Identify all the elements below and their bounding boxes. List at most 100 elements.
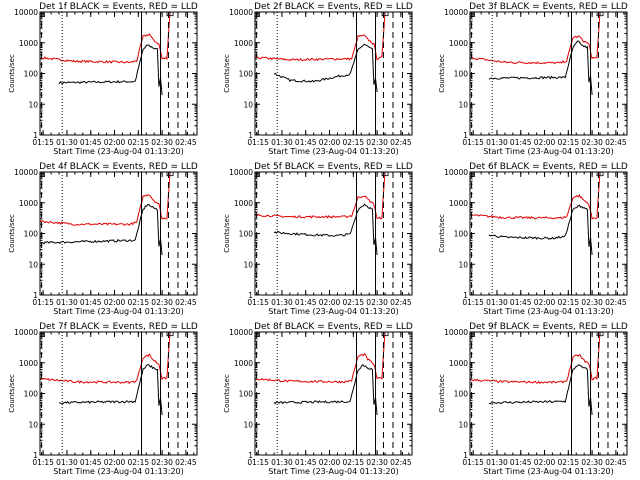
y-axis-label: Counts/sec (438, 54, 446, 93)
x-axis-label: Start Time (23-Aug-04 01:13:20) (268, 147, 399, 156)
x-tick-label: 01:45 (80, 458, 102, 467)
x-tick-label: 02:30 (366, 298, 388, 307)
y-tick-label: 1 (463, 131, 468, 140)
x-tick-label: 02:30 (151, 458, 173, 467)
x-tick-label: 02:15 (128, 298, 150, 307)
y-tick-label: 1 (33, 451, 38, 460)
events-series-line (273, 363, 378, 416)
x-tick-label: 02:00 (534, 298, 556, 307)
panel-3: Det 3f BLACK = Events, RED = LLD 1 10 100 10… (438, 2, 628, 156)
x-tick-label: 01:45 (80, 138, 102, 147)
y-axis-label: Counts/sec (223, 54, 231, 93)
x-axis-label: Start Time (23-Aug-04 01:13:20) (483, 307, 614, 316)
panel-7: Det 7f BLACK = Events, RED = LLD 1 10 100 10… (8, 322, 198, 476)
y-tick-label: 1000 (19, 359, 38, 368)
plot-area (255, 332, 403, 455)
panel-title: Det 8f BLACK = Events, RED = LLD (254, 322, 413, 332)
x-tick-label: 02:30 (366, 458, 388, 467)
x-tick-label: 01:45 (510, 458, 532, 467)
x-tick-label: 02:15 (558, 138, 580, 147)
x-tick-label: 01:30 (486, 298, 508, 307)
panel-4: Det 4f BLACK = Events, RED = LLD 1 10 100 10… (8, 162, 198, 316)
x-tick-label: 01:30 (271, 298, 293, 307)
y-axis-label: Counts/sec (8, 214, 16, 253)
x-tick-label: 02:45 (605, 458, 627, 467)
square-marker (166, 172, 174, 177)
panel-title: Det 9f BLACK = Events, RED = LLD (469, 322, 628, 332)
events-series-line (273, 43, 378, 93)
y-tick-label: 1 (248, 131, 253, 140)
y-tick-label: 100 (454, 70, 469, 79)
y-tick-label: 1000 (234, 39, 253, 48)
y-axis-label: Counts/sec (223, 214, 231, 253)
x-axis-label: Start Time (23-Aug-04 01:13:20) (483, 147, 614, 156)
panel-title: Det 2f BLACK = Events, RED = LLD (254, 2, 413, 12)
x-tick-label: 01:45 (510, 298, 532, 307)
y-tick-label: 10 (458, 100, 468, 109)
y-axis-label: Counts/sec (438, 214, 446, 253)
plot-area (40, 12, 188, 135)
y-axis-label: Counts/sec (8, 374, 16, 413)
x-tick-label: 02:45 (175, 138, 197, 147)
events-series-line (488, 40, 593, 96)
x-axis-label: Start Time (23-Aug-04 01:13:20) (483, 467, 614, 476)
lld-series-line (470, 12, 601, 65)
x-tick-label: 02:00 (104, 138, 126, 147)
y-tick-label: 10000 (444, 328, 468, 337)
x-axis-label: Start Time (23-Aug-04 01:13:20) (53, 147, 184, 156)
y-tick-label: 10000 (229, 168, 253, 177)
plot-frame (254, 331, 413, 456)
x-tick-label: 02:30 (151, 138, 173, 147)
y-tick-label: 10 (28, 420, 38, 429)
panel-title: Det 5f BLACK = Events, RED = LLD (254, 162, 413, 172)
y-tick-label: 100 (239, 70, 254, 79)
plot-frame (254, 171, 413, 296)
panel-5: Det 5f BLACK = Events, RED = LLD 1 10 100 10… (223, 162, 413, 316)
x-tick-label: 01:30 (486, 138, 508, 147)
y-axis-label: Counts/sec (8, 54, 16, 93)
plot-frame (39, 11, 198, 136)
lld-series-line (470, 172, 601, 220)
x-tick-label: 02:15 (128, 458, 150, 467)
x-axis-label: Start Time (23-Aug-04 01:13:20) (268, 307, 399, 316)
square-marker (596, 332, 604, 337)
y-tick-label: 100 (24, 390, 39, 399)
x-tick-label: 01:15 (247, 138, 269, 147)
plot-area (40, 172, 188, 295)
plot-area (470, 332, 618, 455)
x-tick-label: 02:30 (581, 458, 603, 467)
x-tick-label: 02:45 (390, 298, 412, 307)
plot-area (40, 332, 188, 455)
x-tick-label: 02:00 (534, 138, 556, 147)
plot-frame (469, 11, 628, 136)
x-tick-label: 01:30 (56, 458, 78, 467)
y-axis-label: Counts/sec (438, 374, 446, 413)
y-tick-label: 1000 (234, 199, 253, 208)
y-tick-label: 1 (248, 291, 253, 300)
panel-8: Det 8f BLACK = Events, RED = LLD 1 10 100 10… (223, 322, 413, 476)
y-tick-label: 1000 (449, 359, 468, 368)
x-tick-label: 01:30 (56, 298, 78, 307)
panel-title: Det 6f BLACK = Events, RED = LLD (469, 162, 628, 172)
plot-area (470, 12, 618, 135)
x-tick-label: 02:45 (605, 138, 627, 147)
y-tick-label: 100 (454, 230, 469, 239)
events-series-line (41, 203, 163, 256)
x-tick-label: 02:15 (343, 298, 365, 307)
square-marker (381, 172, 389, 177)
y-tick-label: 1000 (19, 39, 38, 48)
y-tick-label: 1000 (449, 39, 468, 48)
lld-series-line (40, 12, 171, 64)
events-series-line (58, 364, 163, 416)
y-tick-label: 1 (463, 291, 468, 300)
x-tick-label: 01:15 (462, 458, 484, 467)
plot-area (470, 172, 618, 295)
y-tick-label: 10000 (444, 8, 468, 17)
plot-frame (254, 11, 413, 136)
lld-series-line (40, 332, 171, 385)
panel-title: Det 7f BLACK = Events, RED = LLD (39, 322, 198, 332)
x-tick-label: 01:15 (32, 138, 54, 147)
x-tick-label: 01:45 (510, 138, 532, 147)
y-tick-label: 10000 (14, 168, 38, 177)
events-series-line (488, 364, 593, 416)
